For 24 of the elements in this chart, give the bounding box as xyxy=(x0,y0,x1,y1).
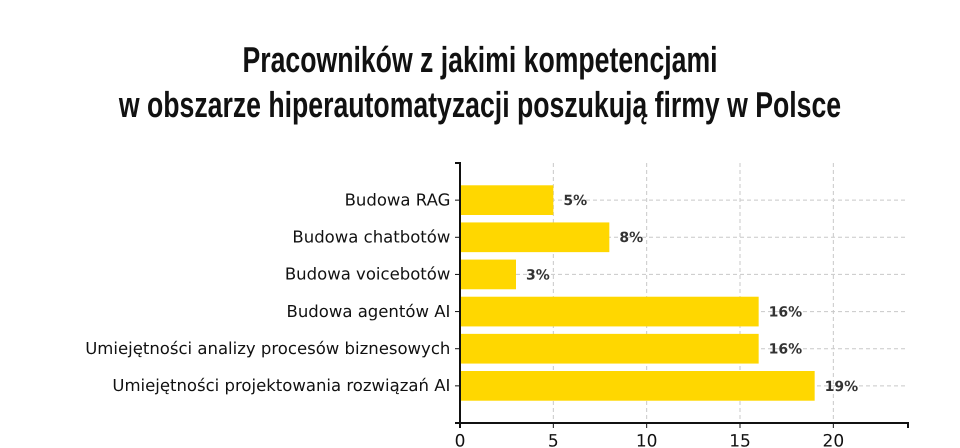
bar xyxy=(460,296,759,326)
y-tick-label: Umiejętności analizy procesów biznesowych xyxy=(85,338,450,358)
x-tick-label: 5 xyxy=(548,431,559,448)
data-label: 3% xyxy=(526,267,550,284)
bar xyxy=(460,371,815,401)
x-tick-label: 20 xyxy=(822,431,844,448)
y-tick-label: Budowa RAG xyxy=(344,190,450,210)
data-label: 8% xyxy=(619,230,644,246)
data-label: 19% xyxy=(824,378,858,395)
bar xyxy=(460,260,516,290)
bar xyxy=(460,334,759,364)
chart-title: Pracowników z jakimi kompetencjami w obszarze hiperautomatyzacji poszukują firmy w Polsce xyxy=(118,39,842,125)
data-label: 16% xyxy=(768,304,802,320)
x-tick-label: 0 xyxy=(454,431,466,448)
data-label: 5% xyxy=(563,193,588,210)
y-tick-label: Umiejętności projektowania rozwiązań AI xyxy=(112,376,450,396)
x-tick-label: 10 xyxy=(636,431,658,448)
data-label: 16% xyxy=(768,342,802,358)
x-tick-label: 15 xyxy=(729,431,751,448)
y-tick-label: Budowa agentów AI xyxy=(286,302,450,321)
y-tick-label: Budowa chatbotów xyxy=(292,228,450,247)
bar xyxy=(460,185,554,215)
y-tick-label: Budowa voicebotów xyxy=(284,264,450,284)
bar xyxy=(460,222,610,252)
